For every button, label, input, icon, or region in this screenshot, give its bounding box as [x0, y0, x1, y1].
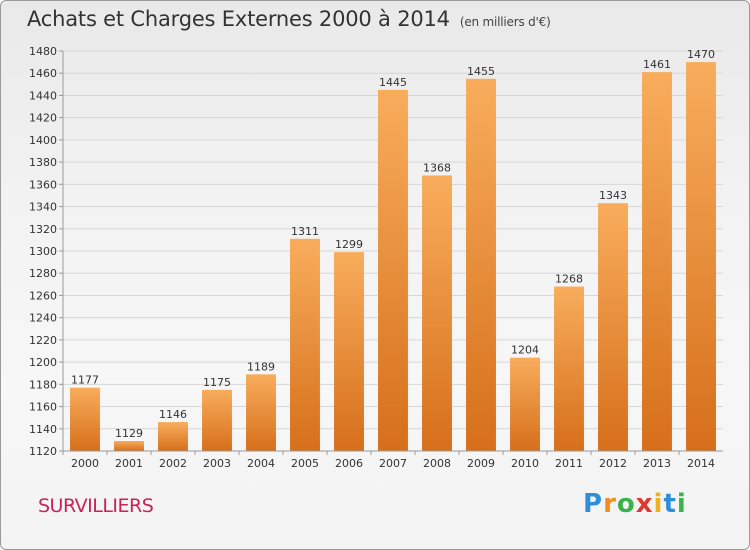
x-tick-label: 2008	[423, 457, 451, 470]
y-tick-label: 1480	[29, 45, 57, 58]
logo-letter: i	[653, 489, 664, 519]
bar	[202, 389, 232, 451]
bars: 1177 1129 1146 1175 1189 1311 1299 1445 1368 1455…	[70, 48, 716, 452]
x-tick-label: 2000	[71, 457, 99, 470]
bar	[114, 441, 144, 451]
bar-value-label: 1189	[247, 360, 275, 373]
y-tick-label: 1120	[29, 445, 57, 458]
x-tick-label: 2006	[335, 457, 363, 470]
x-tick-label: 2013	[643, 457, 671, 470]
x-tick-label: 2003	[203, 457, 231, 470]
y-tick-label: 1140	[29, 423, 57, 436]
place-name: SURVILLIERS	[38, 495, 154, 517]
logo-letter: P	[583, 489, 604, 519]
bar	[686, 62, 716, 451]
x-tick-label: 2009	[467, 457, 495, 470]
bar	[158, 422, 188, 451]
bar	[598, 203, 628, 451]
chart-subtitle: (en milliers d'€)	[459, 15, 551, 29]
bar	[422, 175, 452, 451]
y-tick-label: 1380	[29, 156, 57, 169]
y-axis-ticks: 1120 1140 1160 1180 1200 1220 1240 1260 1280 1300…	[29, 45, 63, 458]
y-tick-label: 1260	[29, 289, 57, 302]
bar-value-label: 1368	[423, 161, 451, 174]
bar	[334, 252, 364, 451]
y-tick-label: 1320	[29, 223, 57, 236]
x-tick-label: 2012	[599, 457, 627, 470]
bar-value-label: 1175	[203, 376, 231, 389]
bar	[70, 387, 100, 451]
x-tick-label: 2001	[115, 457, 143, 470]
logo-letter: r	[603, 489, 617, 519]
x-tick-label: 2011	[555, 457, 583, 470]
y-tick-label: 1280	[29, 267, 57, 280]
chart-title-text: Achats et Charges Externes 2000 à 2014	[27, 7, 450, 31]
bar-value-label: 1461	[643, 58, 671, 71]
bar-value-label: 1129	[115, 427, 143, 440]
y-tick-label: 1160	[29, 401, 57, 414]
y-tick-label: 1340	[29, 201, 57, 214]
logo-letter: t	[663, 489, 677, 519]
bar-value-label: 1177	[71, 374, 99, 387]
x-axis-ticks: 2000 2001 2002 2003 2004 2005 2006 2007 2008 2009…	[62, 451, 715, 470]
bar	[246, 374, 276, 451]
bar-value-label: 1445	[379, 76, 407, 89]
x-tick-label: 2002	[159, 457, 187, 470]
y-tick-label: 1400	[29, 134, 57, 147]
logo-letter: x	[635, 489, 654, 519]
bar-value-label: 1455	[467, 65, 495, 78]
bar-value-label: 1299	[335, 238, 363, 251]
x-tick-label: 2010	[511, 457, 539, 470]
logo-letter: i	[676, 489, 687, 519]
bar	[290, 238, 320, 451]
y-tick-label: 1300	[29, 245, 57, 258]
x-tick-label: 2005	[291, 457, 319, 470]
x-tick-label: 2004	[247, 457, 275, 470]
logo-letter: o	[616, 489, 636, 519]
y-tick-label: 1180	[29, 378, 57, 391]
y-tick-label: 1220	[29, 334, 57, 347]
bar-value-label: 1343	[599, 189, 627, 202]
x-tick-label: 2007	[379, 457, 407, 470]
proxiti-logo: Proxiti	[583, 489, 687, 519]
y-tick-label: 1240	[29, 312, 57, 325]
y-tick-label: 1360	[29, 178, 57, 191]
x-tick-label: 2014	[687, 457, 715, 470]
bar-value-label: 1268	[555, 273, 583, 286]
bar-value-label: 1146	[159, 408, 187, 421]
bar	[642, 72, 672, 451]
bar-value-label: 1470	[687, 48, 715, 61]
y-tick-label: 1200	[29, 356, 57, 369]
bar-value-label: 1204	[511, 344, 539, 357]
bar	[466, 78, 496, 452]
chart-title: Achats et Charges Externes 2000 à 2014 (e…	[27, 7, 551, 31]
bar-value-label: 1311	[291, 225, 319, 238]
bar	[554, 286, 584, 451]
bar	[378, 89, 408, 451]
y-tick-label: 1440	[29, 89, 57, 102]
y-tick-label: 1460	[29, 67, 57, 80]
y-tick-label: 1420	[29, 112, 57, 125]
bar	[510, 357, 540, 451]
